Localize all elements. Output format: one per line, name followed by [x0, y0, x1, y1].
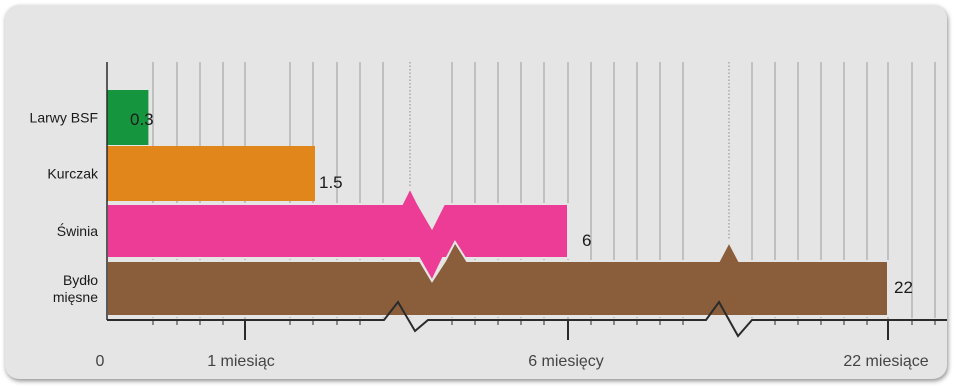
category-label: Bydło: [63, 272, 98, 288]
bars: [106, 90, 889, 317]
category-label: Larwy BSF: [30, 110, 98, 126]
x-tick-label: 22 miesiące: [843, 353, 928, 370]
value-label: 0.3: [130, 110, 154, 129]
x-tick-label: 1 miesiąc: [207, 353, 275, 370]
value-label: 1.5: [319, 173, 343, 192]
chart-panel: Larwy BSF Kurczak Świnia Bydło mięsne 0.3 1.5…: [5, 5, 947, 379]
x-tick-label: 0: [96, 353, 105, 370]
category-label: mięsne: [53, 289, 98, 305]
value-label: 22: [894, 278, 913, 297]
value-label: 6: [582, 231, 591, 250]
bar-larwy-bsf: [107, 90, 149, 145]
x-tick-labels: 0 1 miesiąc 6 miesięcy 22 miesiące: [96, 353, 929, 370]
category-label: Kurczak: [47, 166, 99, 182]
x-tick-label: 6 miesięcy: [528, 353, 604, 370]
category-label: Świnia: [57, 222, 98, 239]
value-labels: 0.3 1.5 6 22: [130, 110, 913, 297]
bar-bydlo: [106, 239, 889, 317]
axes: [106, 62, 947, 340]
bar-kurczak: [107, 146, 315, 201]
